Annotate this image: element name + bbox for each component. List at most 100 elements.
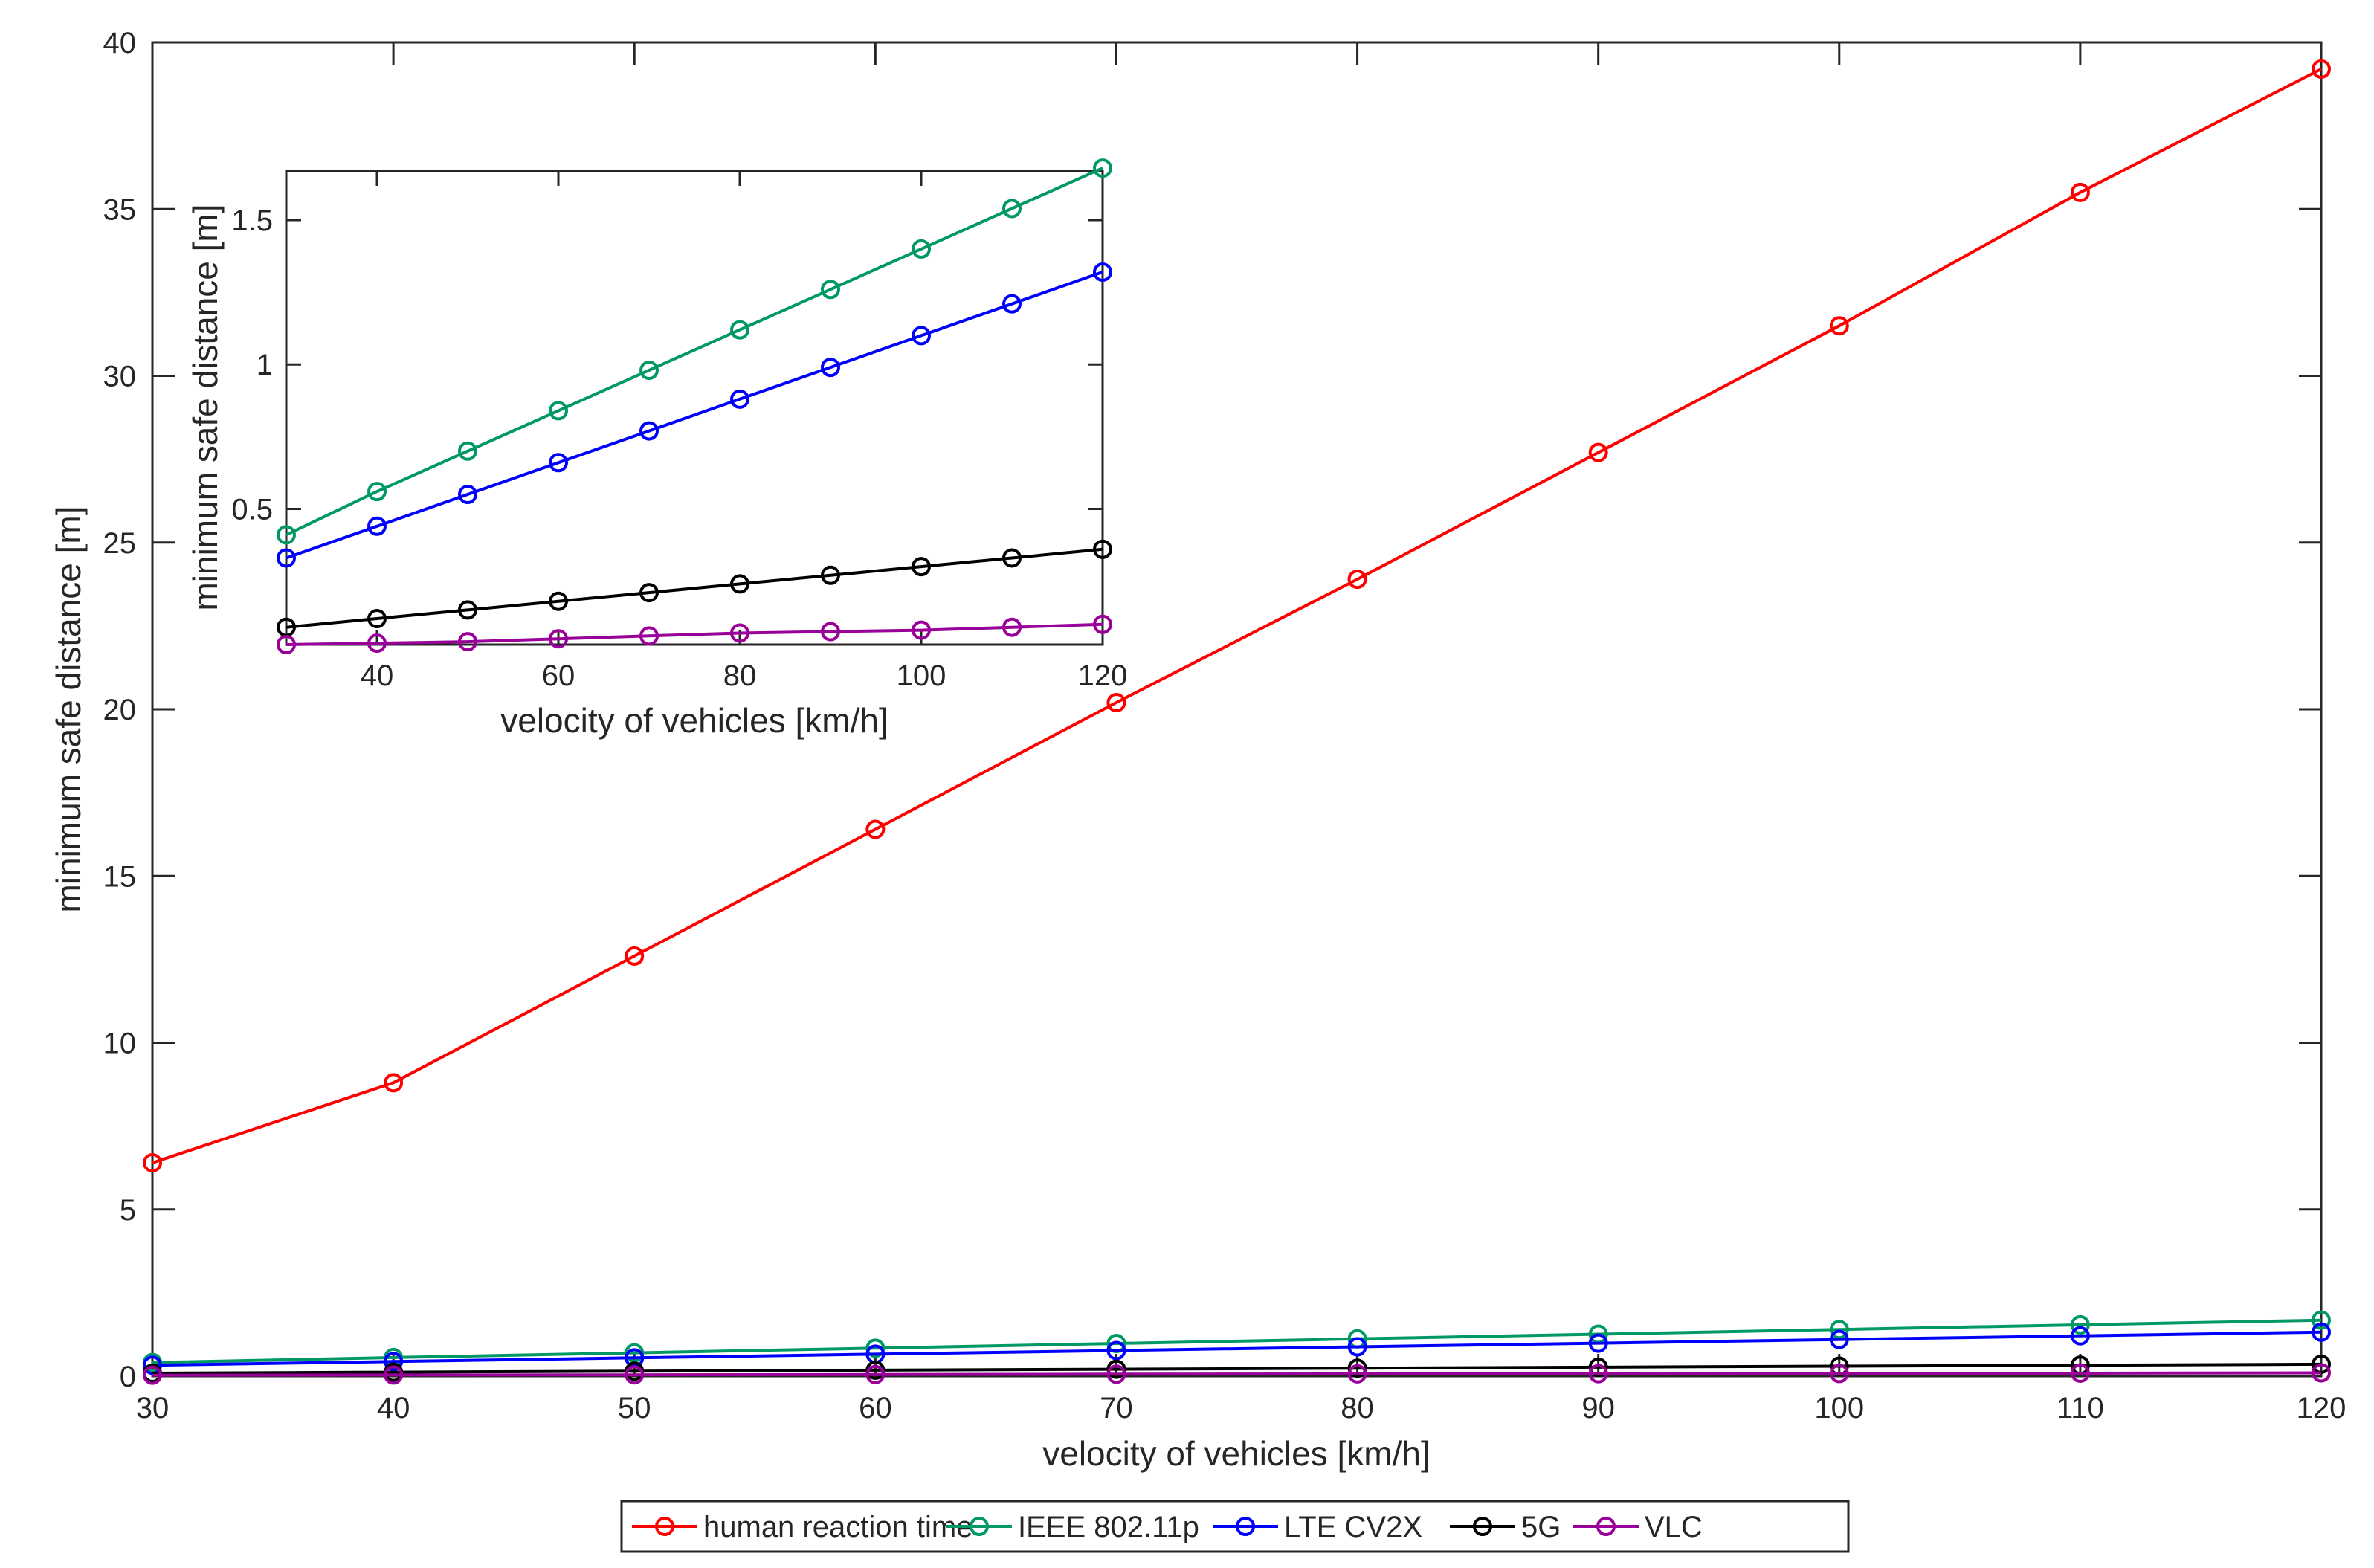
- main-x-tick-label: 90: [1581, 1392, 1615, 1425]
- main-x-tick-label: 110: [2057, 1392, 2104, 1425]
- main-x-tick-label: 60: [859, 1392, 892, 1425]
- inset-x-tick-label: 100: [897, 659, 946, 692]
- main-line-vlc: [152, 1371, 2322, 1377]
- main-point-human-reaction-time: [143, 1152, 162, 1172]
- legend-item-vlc: VLC: [1573, 1511, 1703, 1543]
- main-point-lte-cv2x: [2070, 1326, 2090, 1346]
- main-point-lte-cv2x: [1829, 1329, 1849, 1349]
- legend-item-ieee-802-11p: IEEE 802.11p: [946, 1511, 1199, 1543]
- inset-series-lte-cv2x: [277, 262, 1112, 568]
- main-point-vlc: [625, 1365, 645, 1385]
- main-x-tick-label: 100: [1814, 1392, 1864, 1425]
- main-point-lte-cv2x: [1588, 1333, 1608, 1353]
- main-y-tick-label: 5: [120, 1194, 136, 1227]
- inset-point-vlc: [912, 620, 931, 640]
- legend-item-human-reaction-time: human reaction time: [632, 1511, 972, 1543]
- inset-line-ieee-802-11p: [286, 167, 1103, 537]
- legend-swatch-marker: [1473, 1517, 1492, 1536]
- inset-y-axis-label: minimum safe distance [m]: [186, 204, 225, 610]
- inset-point-5g: [1093, 539, 1112, 559]
- inset-point-5g: [549, 591, 568, 611]
- inset-point-5g: [821, 565, 840, 585]
- inset-y-tick-label: 1: [257, 349, 273, 381]
- inset-point-lte-cv2x: [277, 548, 296, 568]
- inset-point-lte-cv2x: [639, 421, 659, 441]
- inset-point-lte-cv2x: [821, 358, 840, 378]
- main-point-human-reaction-time: [384, 1073, 404, 1093]
- main-point-human-reaction-time: [1106, 693, 1126, 713]
- main-x-tick-label: 120: [2297, 1392, 2346, 1425]
- inset-plot: 40 60 80 100 120 0.5 1 1.5 velocity of vehicles…: [186, 158, 1127, 740]
- inset-point-ieee-802-11p: [639, 361, 659, 381]
- inset-point-ieee-802-11p: [458, 441, 477, 461]
- legend-item-5g: 5G: [1450, 1511, 1561, 1543]
- inset-point-vlc: [639, 626, 659, 646]
- inset-y-tick-label: 0.5: [231, 493, 273, 526]
- legend-item-lte-cv2x: LTE CV2X: [1213, 1511, 1422, 1543]
- legend-swatch-marker: [970, 1517, 989, 1536]
- legend-items: human reaction time IEEE 802.11p LTE CV2X 5…: [632, 1511, 1703, 1543]
- inset-point-vlc: [1093, 614, 1112, 634]
- main-point-lte-cv2x: [1106, 1340, 1126, 1361]
- inset-point-ieee-802-11p: [912, 239, 931, 259]
- main-point-human-reaction-time: [865, 819, 886, 839]
- main-point-vlc: [384, 1365, 404, 1385]
- inset-x-tick-label: 40: [361, 659, 394, 692]
- main-point-human-reaction-time: [625, 946, 645, 966]
- inset-point-vlc: [277, 635, 296, 654]
- legend-label: human reaction time: [703, 1511, 972, 1543]
- inset-x-tick-label: 80: [723, 659, 757, 692]
- main-point-vlc: [2312, 1363, 2331, 1383]
- inset-axes-box: [285, 170, 1104, 646]
- main-point-vlc: [143, 1365, 162, 1385]
- main-point-ieee-802-11p: [865, 1338, 886, 1358]
- main-series-lte-cv2x: [143, 1322, 2331, 1375]
- inset-series-vlc: [277, 614, 1112, 654]
- inset-point-ieee-802-11p: [730, 320, 749, 340]
- main-x-axis-label: velocity of vehicles [km/h]: [1042, 1434, 1430, 1473]
- inset-ticks: 40 60 80 100 120 0.5 1 1.5: [231, 171, 1127, 692]
- legend-swatch-marker: [1596, 1517, 1616, 1536]
- main-point-lte-cv2x: [384, 1352, 404, 1372]
- inset-point-ieee-802-11p: [549, 401, 568, 421]
- main-point-ieee-802-11p: [1829, 1320, 1849, 1340]
- inset-point-ieee-802-11p: [1002, 199, 1022, 219]
- main-point-lte-cv2x: [143, 1355, 162, 1375]
- inset-point-5g: [730, 574, 749, 594]
- main-y-axis-label: minimum safe distance [m]: [49, 506, 88, 912]
- inset-x-tick-label: 120: [1078, 659, 1128, 692]
- main-line-lte-cv2x: [152, 1330, 2322, 1367]
- inset-point-vlc: [1002, 617, 1022, 637]
- main-point-5g: [1347, 1358, 1367, 1378]
- main-y-tick-label: 20: [103, 694, 137, 726]
- inset-point-lte-cv2x: [367, 516, 387, 536]
- inset-y-tick-label: 1.5: [231, 204, 273, 237]
- inset-point-lte-cv2x: [1093, 262, 1112, 282]
- inset-x-tick-label: 60: [542, 659, 575, 692]
- inset-point-vlc: [367, 633, 387, 654]
- main-y-tick-label: 35: [103, 193, 137, 226]
- legend-swatch-marker: [655, 1517, 674, 1536]
- main-point-human-reaction-time: [1588, 442, 1608, 462]
- main-point-human-reaction-time: [1347, 570, 1367, 590]
- main-x-tick-label: 40: [377, 1392, 410, 1425]
- main-x-tick-label: 30: [136, 1392, 170, 1425]
- legend-label: LTE CV2X: [1284, 1511, 1422, 1543]
- inset-line-lte-cv2x: [286, 271, 1103, 560]
- inset-point-5g: [639, 583, 659, 603]
- main-y-tick-label: 30: [103, 361, 137, 393]
- main-point-ieee-802-11p: [2070, 1314, 2090, 1335]
- inset-point-5g: [458, 600, 477, 620]
- inset-point-ieee-802-11p: [277, 525, 296, 545]
- inset-point-vlc: [549, 629, 568, 649]
- inset-point-5g: [1002, 548, 1022, 568]
- main-x-tick-label: 50: [618, 1392, 651, 1425]
- inset-point-lte-cv2x: [549, 453, 568, 473]
- main-point-lte-cv2x: [1347, 1337, 1367, 1357]
- inset-point-lte-cv2x: [730, 389, 749, 409]
- main-point-vlc: [865, 1364, 886, 1384]
- inset-line-5g: [286, 547, 1103, 629]
- inset-point-lte-cv2x: [458, 485, 477, 505]
- main-x-tick-label: 80: [1341, 1392, 1374, 1425]
- legend-swatch-marker: [1236, 1517, 1255, 1536]
